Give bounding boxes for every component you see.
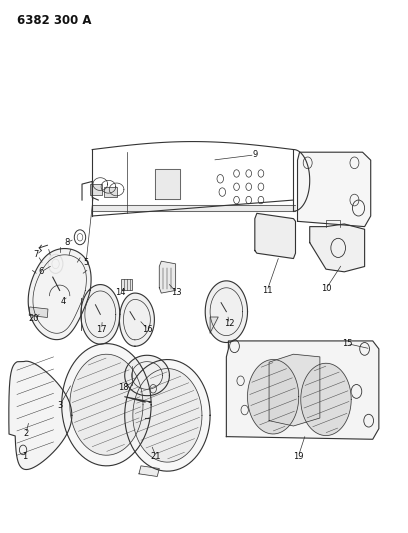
Bar — [121, 279, 132, 290]
Polygon shape — [92, 205, 295, 211]
Polygon shape — [125, 356, 169, 395]
Polygon shape — [70, 354, 143, 455]
Polygon shape — [125, 360, 210, 471]
Text: 5: 5 — [84, 258, 89, 266]
Text: 11: 11 — [262, 286, 272, 295]
Text: 13: 13 — [171, 287, 182, 296]
Polygon shape — [210, 317, 218, 333]
Text: 17: 17 — [96, 325, 107, 334]
Text: 1: 1 — [22, 453, 27, 462]
Polygon shape — [28, 248, 91, 340]
Text: 12: 12 — [224, 319, 235, 328]
Text: 6: 6 — [39, 268, 44, 276]
Polygon shape — [133, 369, 202, 462]
Polygon shape — [226, 341, 379, 439]
Polygon shape — [297, 152, 371, 227]
Text: 10: 10 — [321, 284, 331, 293]
Polygon shape — [301, 364, 351, 435]
Text: 6382 300 A: 6382 300 A — [17, 14, 91, 27]
Polygon shape — [145, 397, 149, 418]
Text: 15: 15 — [342, 339, 353, 348]
Polygon shape — [159, 261, 175, 293]
Text: 4: 4 — [61, 296, 67, 305]
Text: 2: 2 — [23, 429, 29, 438]
Polygon shape — [248, 360, 299, 434]
Text: 7: 7 — [34, 251, 39, 260]
Polygon shape — [62, 344, 151, 466]
Polygon shape — [155, 169, 180, 199]
Bar — [104, 187, 117, 197]
Text: 21: 21 — [151, 452, 161, 461]
Polygon shape — [310, 224, 365, 272]
Polygon shape — [269, 354, 320, 426]
Text: 18: 18 — [118, 383, 129, 392]
Text: 20: 20 — [29, 314, 39, 323]
Polygon shape — [120, 293, 154, 346]
Bar — [29, 307, 48, 318]
Text: 9: 9 — [252, 150, 257, 159]
Text: 19: 19 — [293, 452, 304, 461]
Polygon shape — [205, 281, 248, 343]
Text: 3: 3 — [57, 401, 62, 410]
Polygon shape — [139, 466, 159, 477]
Text: 14: 14 — [115, 287, 126, 296]
Polygon shape — [255, 213, 295, 259]
Text: 16: 16 — [142, 325, 153, 334]
Bar — [90, 184, 102, 195]
Text: 8: 8 — [64, 238, 70, 247]
Polygon shape — [81, 285, 120, 344]
Polygon shape — [9, 361, 72, 470]
